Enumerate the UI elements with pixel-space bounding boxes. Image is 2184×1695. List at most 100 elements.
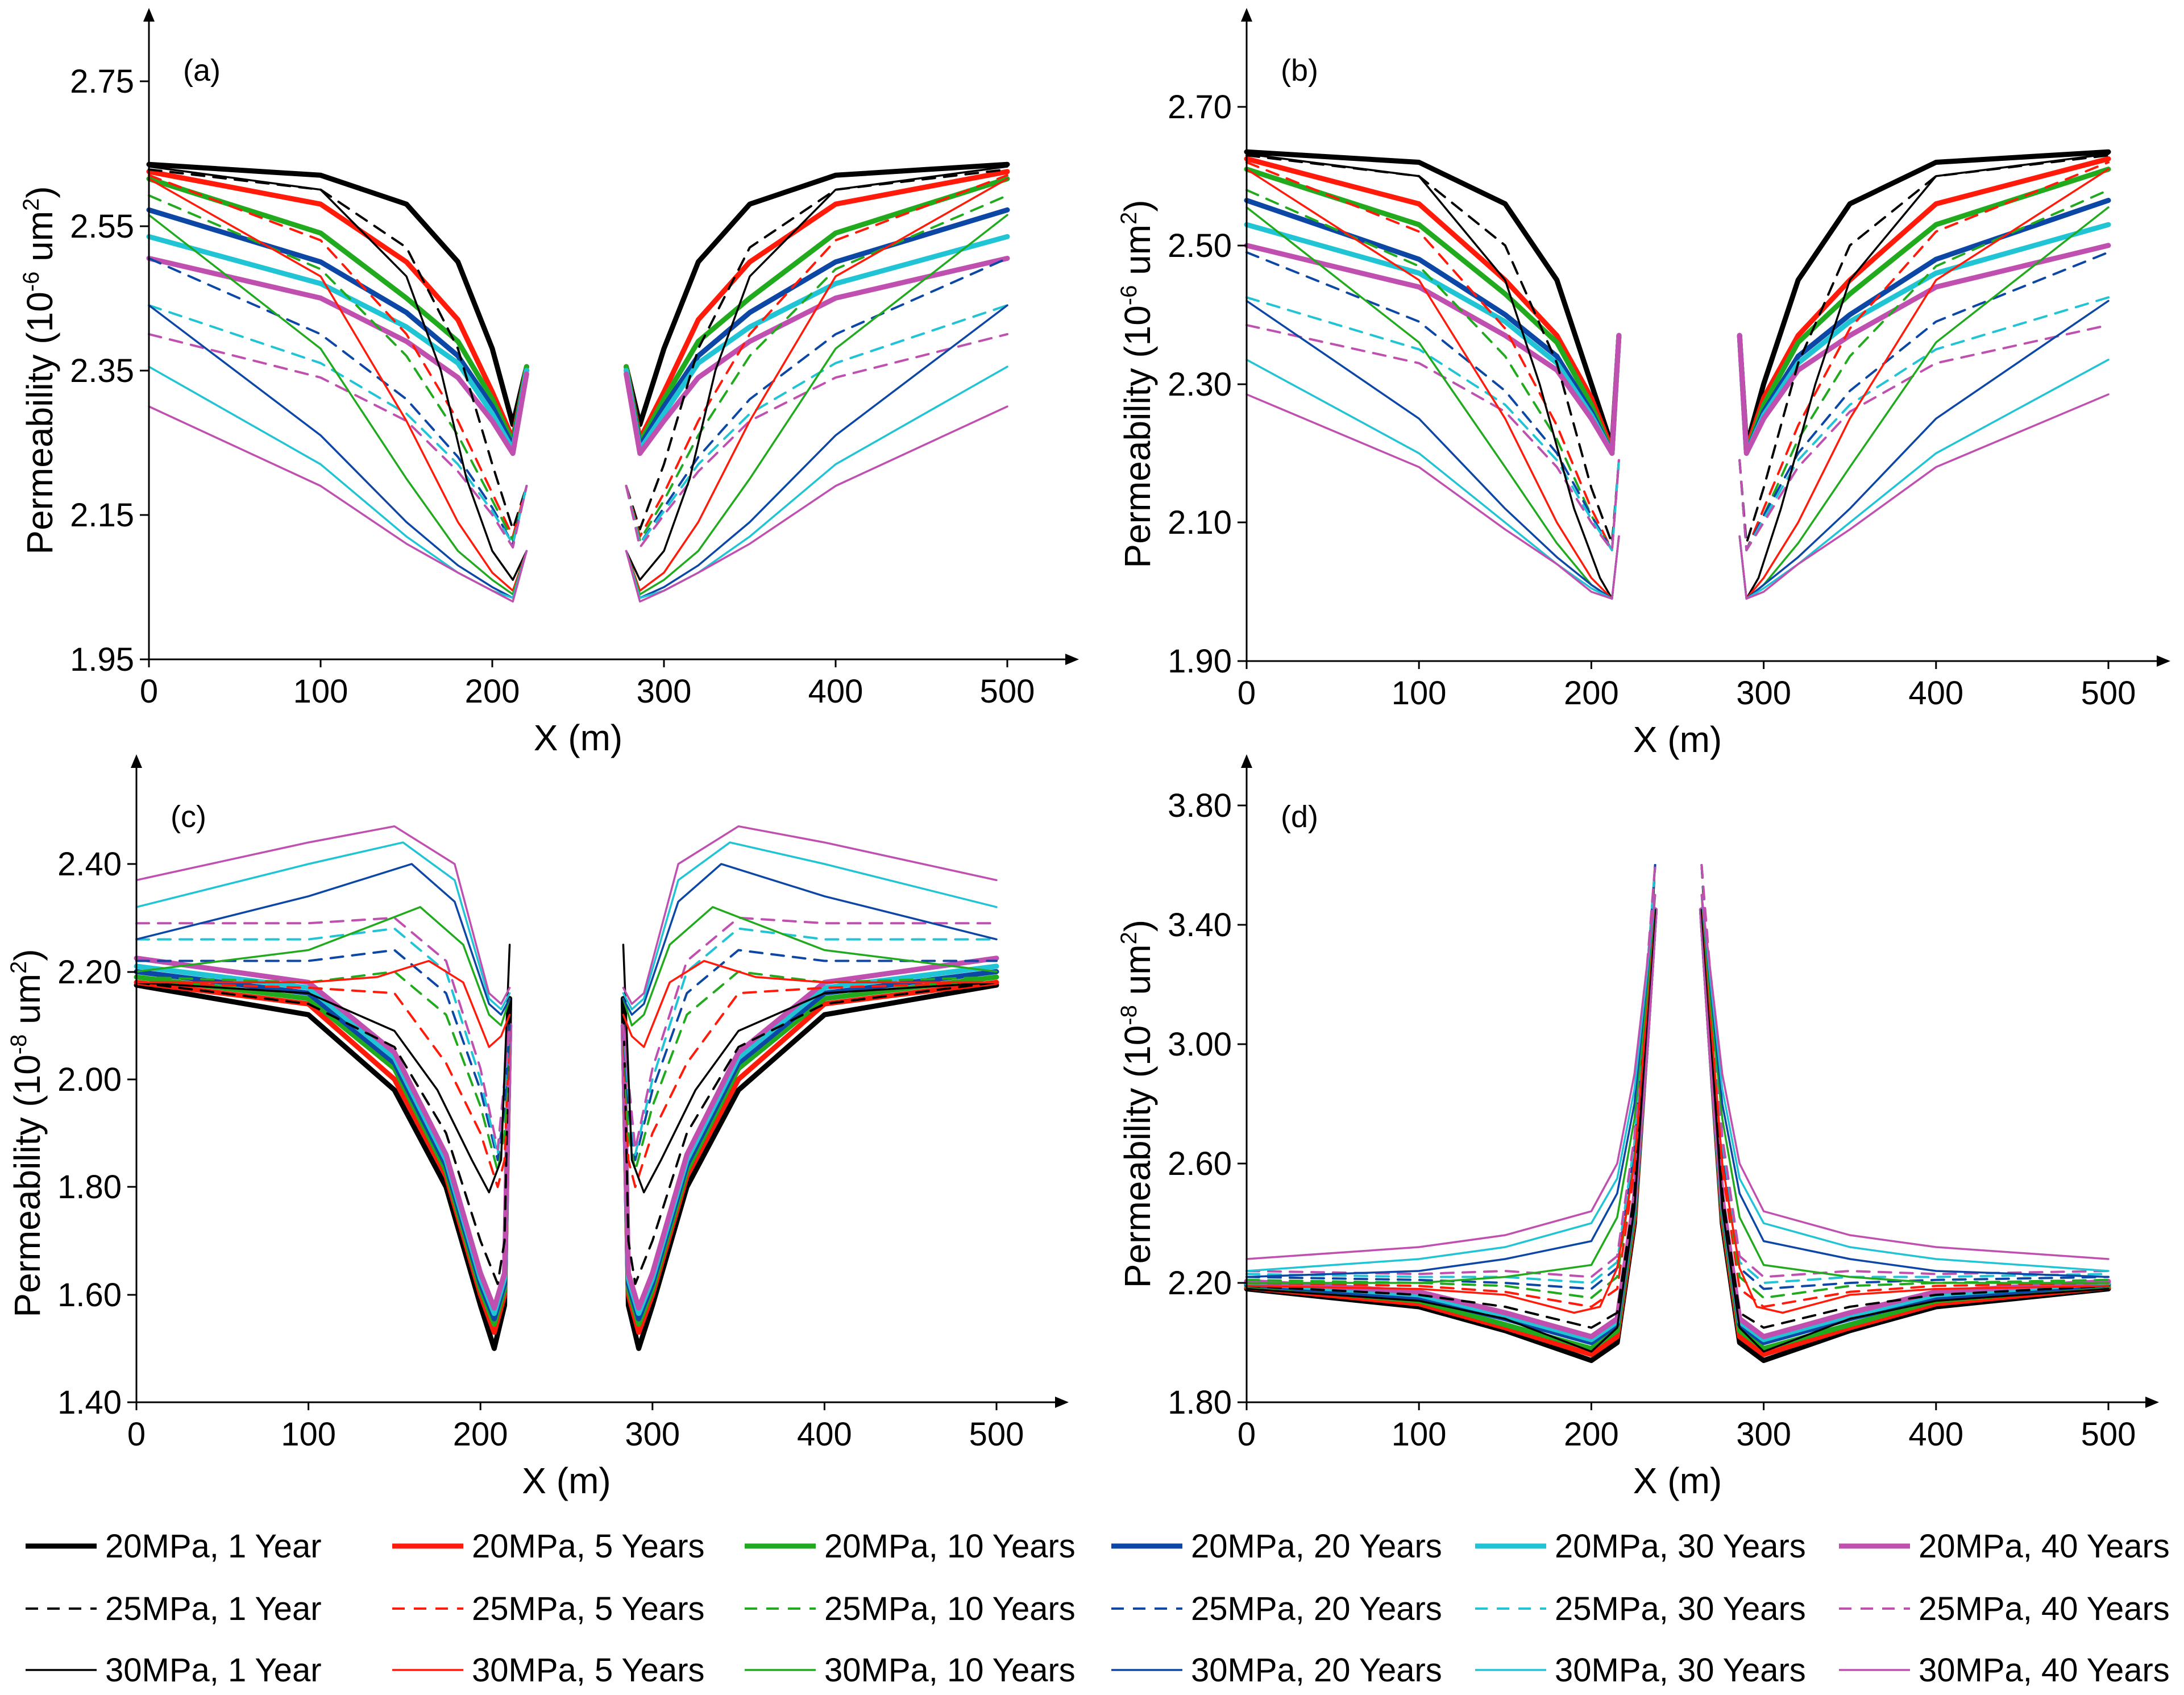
y-tick-label: 2.75 [70,63,134,100]
series-line-20mpa-40-years-left [1244,243,1622,456]
y-tick-label: 2.50 [1168,227,1232,264]
series-line-30mpa-10-years-right [622,906,998,1027]
legend-item-20mpa-5-years: 20MPa, 5 Years [392,1528,705,1565]
series-line-25mpa-40-years-right [1700,864,2110,1278]
series-line-25mpa-1-year-left [135,981,511,1285]
legend-item-20mpa-30-years: 20MPa, 30 Years [1475,1528,1806,1565]
y-axis-arrow [1241,754,1252,768]
series-line-20mpa-40-years-right [620,955,999,1311]
y-axis-arrow [1241,8,1252,22]
series-line-25mpa-1-year-right [622,981,998,1285]
series-line-30mpa-1-year-left [1245,153,1620,600]
x-tick-label: 500 [980,673,1035,710]
legend-label: 20MPa, 20 Years [1191,1528,1442,1565]
series-line-20mpa-20-years-left [134,969,513,1322]
series-line-30mpa-40-years-right [622,825,998,1005]
series-line-30mpa-5-years-left [135,959,511,1048]
series-line-30mpa-1-year-left [135,944,511,1194]
x-tick-label: 200 [1564,1416,1619,1453]
legend-item-25mpa-5-years: 25MPa, 5 Years [392,1590,705,1627]
series-line-20mpa-1-year-left [134,982,513,1351]
y-tick-label: 2.30 [1168,366,1232,403]
series-line-25mpa-40-years-right [625,333,1008,549]
series-line-25mpa-40-years-left [148,333,528,549]
series-line-30mpa-5-years-right [1700,894,2110,1314]
series-line-25mpa-30-years-right [625,304,1008,545]
legend-label: 25MPa, 1 Year [105,1590,322,1627]
series-line-30mpa-5-years-right [622,959,998,1048]
series-line-30mpa-1-year-left [1245,908,1656,1353]
legend-item-25mpa-40-years: 25MPa, 40 Years [1839,1590,2170,1627]
legend-item-30mpa-1-year: 30MPa, 1 Year [26,1652,322,1689]
y-axis-title: Permeability (10-8 um2) [6,949,48,1317]
series-line-30mpa-40-years-left [148,405,528,603]
series-line-30mpa-5-years-left [1245,894,1656,1314]
series-line-20mpa-40-years-right [1737,243,2111,456]
panel-a: 0 100 200 300 400 500 1.95 2.15 2.35 2.55 2.75 (a) X… [19,8,1079,758]
series-line-30mpa-40-years-left [1245,894,1656,1260]
x-tick-label: 100 [293,673,348,710]
series-line-30mpa-1-year-right [625,165,1008,581]
series-line-30mpa-10-years-right [1700,894,2110,1284]
series-line-25mpa-5-years-left [135,981,511,1189]
y-tick-label: 2.00 [57,1061,122,1098]
legend-item-25mpa-20-years: 25MPa, 20 Years [1111,1590,1442,1627]
series-line-30mpa-5-years-left [148,177,528,592]
x-tick-label: 300 [637,673,692,710]
series-line-30mpa-40-years-left [1245,393,1620,600]
series-line-20mpa-10-years-left [1244,167,1622,456]
series-line-30mpa-30-years-right [622,841,998,1011]
panel-d: 0 100 200 300 400 500 1.80 2.20 2.60 3.00 3.40 3.80… [1116,754,2159,1501]
series-line-30mpa-1-year-right [1700,908,2110,1353]
y-tick-label: 2.20 [57,954,122,991]
panel-b: 0 100 200 300 400 500 1.90 2.10 2.30 2.50 2.70 (b) X… [1116,8,2170,760]
x-tick-label: 0 [1238,1416,1256,1453]
series-line-25mpa-20-years-right [1700,864,2110,1290]
series-line-25mpa-40-years-left [135,916,511,1150]
series-line-20mpa-20-years-right [620,969,999,1322]
series-line-25mpa-30-years-right [622,927,998,1156]
x-axis-arrow [2145,1397,2159,1408]
legend-item-25mpa-30-years: 25MPa, 30 Years [1475,1590,1806,1627]
series-line-30mpa-30-years-left [1245,894,1656,1272]
series-line-25mpa-10-years-right [1700,864,2110,1299]
y-tick-label: 3.40 [1168,907,1232,944]
series-line-25mpa-40-years-right [1738,323,2110,551]
series-line-25mpa-1-year-right [625,168,1008,531]
series-group [146,161,1010,603]
legend-item-30mpa-20-years: 30MPa, 20 Years [1111,1652,1442,1689]
series-line-30mpa-30-years-right [1700,894,2110,1272]
panel-c: 0 100 200 300 400 500 1.40 1.60 1.80 2.00 2.20 2.40… [6,754,1069,1501]
legend-label: 20MPa, 40 Years [1919,1528,2170,1565]
legend-label: 30MPa, 1 Year [105,1652,322,1689]
x-tick-label: 0 [127,1416,146,1453]
series-line-25mpa-40-years-left [1245,864,1656,1278]
series-line-20mpa-30-years-right [624,234,1010,452]
x-tick-label: 200 [465,673,520,710]
series-line-20mpa-5-years-right [1737,156,2111,452]
series-line-30mpa-40-years-right [1700,894,2110,1260]
y-tick-label: 1.40 [57,1384,122,1421]
series-line-20mpa-1-year-left [1244,149,1622,449]
x-axis-arrow [1065,654,1079,665]
x-tick-label: 100 [1392,1416,1447,1453]
legend-item-30mpa-10-years: 30MPa, 10 Years [745,1652,1076,1689]
x-tick-label: 500 [969,1416,1024,1453]
series-line-25mpa-30-years-left [135,927,511,1156]
x-tick-label: 0 [1238,675,1256,712]
series-line-20mpa-40-years-left [134,955,513,1311]
series-line-30mpa-1-year-right [622,944,998,1194]
y-tick-label: 2.60 [1168,1145,1232,1182]
panel-label: (d) [1281,800,1318,834]
x-axis-title: X (m) [534,717,622,758]
x-tick-label: 200 [1564,675,1619,712]
x-tick-label: 400 [797,1416,852,1453]
series-line-25mpa-20-years-right [625,257,1008,545]
series-group [1244,864,2111,1363]
y-tick-label: 2.35 [70,352,134,389]
series-line-30mpa-30-years-left [135,841,511,1011]
legend: 20MPa, 1 Year 20MPa, 5 Years 20MPa, 10 Yea… [26,1528,2170,1689]
y-tick-label: 2.20 [1168,1265,1232,1302]
x-tick-label: 300 [625,1416,680,1453]
